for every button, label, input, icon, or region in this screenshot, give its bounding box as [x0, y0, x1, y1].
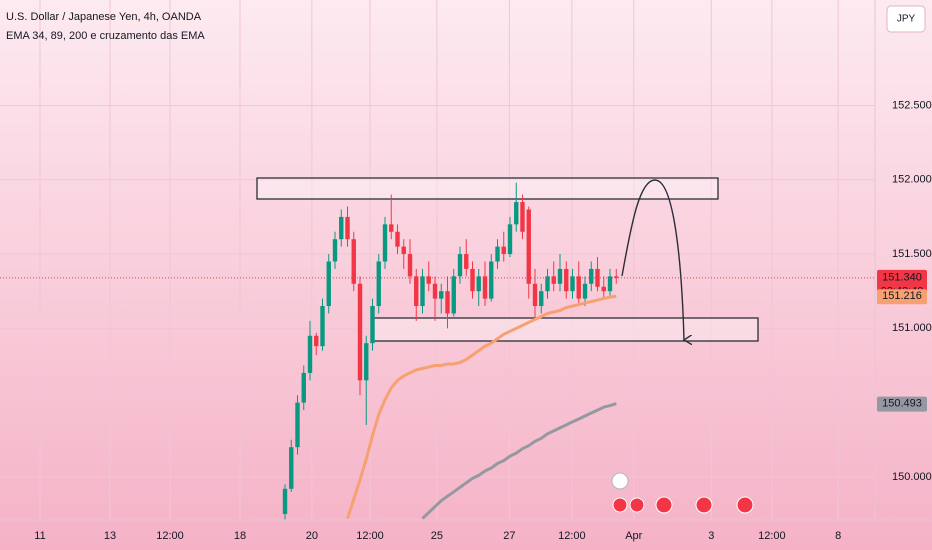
event-icon	[655, 496, 673, 514]
candle-body	[526, 209, 531, 284]
candle-body	[426, 276, 431, 284]
y-tick-label: 151.000	[892, 322, 932, 334]
event-icon	[736, 496, 754, 514]
candle-body	[401, 246, 406, 255]
candle-body	[576, 276, 581, 299]
candle-body	[301, 372, 306, 403]
candle-body	[351, 239, 356, 284]
candle-body	[364, 343, 369, 381]
event-icon	[612, 497, 628, 513]
candle-body	[407, 254, 413, 277]
event-icons	[611, 472, 754, 514]
candle-body	[551, 276, 556, 284]
candle-body	[320, 306, 325, 347]
candle-body	[532, 283, 538, 307]
candle-body	[520, 202, 525, 232]
candle-body	[389, 224, 394, 232]
ema-line	[346, 294, 617, 519]
candle-body	[414, 276, 419, 307]
projection-arrow	[621, 179, 684, 340]
x-tick-label: 27	[503, 530, 515, 542]
ema-line	[421, 402, 617, 520]
candle-body	[332, 239, 338, 262]
candle-body	[420, 276, 425, 307]
x-tick-label: 12:00	[558, 530, 586, 542]
candle-body	[476, 276, 481, 292]
support-zone	[372, 317, 759, 342]
candle-body	[582, 283, 588, 299]
candle-body	[482, 276, 488, 299]
x-tick-label: 3	[708, 530, 714, 542]
candle-body	[489, 261, 494, 299]
candle-body	[326, 261, 331, 307]
event-icon	[629, 497, 645, 513]
candle-body	[395, 231, 400, 247]
candle-body	[432, 283, 438, 299]
ema-badge	[877, 289, 927, 305]
x-tick-label: 8	[835, 530, 841, 542]
y-tick-label: 152.500	[892, 99, 932, 111]
candle-body	[357, 283, 363, 381]
candle-body	[470, 268, 475, 292]
candle-body	[601, 286, 606, 292]
candle-body	[314, 335, 319, 347]
ema-badge-label: 150.493	[882, 398, 922, 410]
candle-body	[589, 268, 594, 284]
x-tick-label: 25	[431, 530, 443, 542]
x-tick-label: 12:00	[156, 530, 184, 542]
x-tick-label: 20	[306, 530, 318, 542]
candle-body	[557, 268, 563, 284]
candle-body	[445, 291, 450, 314]
indicator-label: EMA 34, 89, 200 e cruzamento das EMA	[6, 30, 205, 42]
x-tick-label: 11	[34, 530, 45, 542]
x-tick-label: 13	[104, 530, 116, 542]
candle-body	[439, 291, 444, 299]
grid	[0, 0, 875, 520]
ema-badge	[877, 396, 927, 412]
y-tick-label: 150.000	[892, 471, 932, 483]
candle-body	[501, 246, 506, 255]
candle-body	[464, 254, 469, 269]
candle-body	[495, 246, 500, 262]
currency-label: JPY	[897, 14, 916, 25]
resistance-zone	[256, 177, 719, 200]
candle-body	[295, 402, 300, 448]
candle-body	[539, 291, 544, 307]
y-tick-label: 151.500	[892, 248, 932, 260]
x-tick-label: 12:00	[758, 530, 786, 542]
last-price-label: 151.340	[882, 272, 922, 284]
event-icon	[611, 472, 629, 490]
candle-body	[457, 254, 463, 277]
candle-body	[451, 276, 456, 314]
ema-badge-label: 151.216	[882, 290, 922, 302]
x-tick-label: Apr	[625, 530, 642, 542]
chart-title: U.S. Dollar / Japanese Yen, 4h, OANDA	[6, 11, 202, 23]
x-tick-label: 12:00	[356, 530, 384, 542]
candle-body	[514, 202, 519, 225]
candle-body	[507, 224, 513, 255]
y-tick-label: 152.000	[892, 174, 932, 186]
candle-body	[607, 276, 613, 292]
candle-body	[370, 306, 375, 344]
candle-body	[614, 276, 619, 278]
candle-body	[345, 216, 350, 240]
candle-body	[339, 216, 344, 240]
candle-body	[307, 335, 313, 373]
candle-body	[545, 276, 550, 292]
currency-button[interactable]	[886, 5, 926, 33]
candle-body	[282, 488, 288, 515]
candle-body	[564, 268, 569, 292]
candle-body	[376, 261, 381, 307]
x-tick-label: 18	[234, 530, 246, 542]
candle-body	[289, 447, 294, 489]
candle-body	[570, 276, 575, 292]
event-icon	[695, 496, 713, 514]
candle-body	[382, 224, 388, 262]
